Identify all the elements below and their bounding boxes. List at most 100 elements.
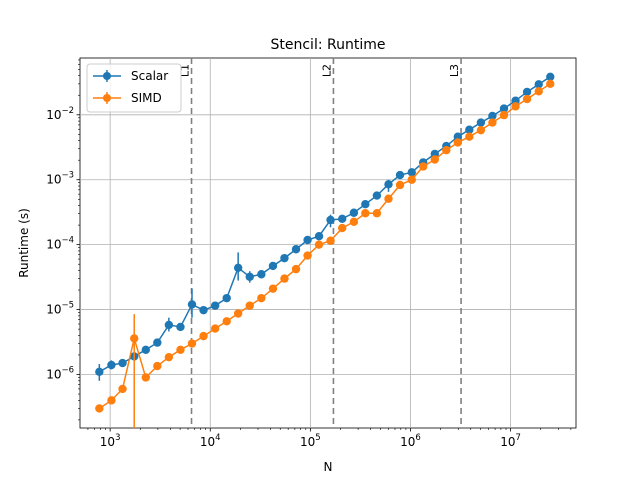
data-point [546,72,555,82]
data-point [130,334,139,343]
data-point [95,404,104,413]
data-point [349,217,359,226]
chart-title: Stencil: Runtime [271,37,386,53]
x-axis-ticks: 103 104 105 106 107 [87,428,572,449]
data-point [187,300,197,309]
data-point [199,331,208,341]
legend: Scalar SIMD [86,63,182,113]
data-point [280,253,289,263]
data-point [465,132,474,141]
y-tick-label: 10−6 [46,366,74,382]
data-point [338,223,347,233]
legend-entry-simd: SIMD [93,91,162,105]
data-point [164,352,174,362]
legend-label-simd: SIMD [131,91,162,105]
data-point [314,231,324,241]
data-point [349,208,359,217]
data-point [499,104,509,113]
data-point [153,361,162,371]
y-tick-label: 10−4 [46,236,74,252]
data-point [465,125,474,134]
data-point [95,367,104,377]
x-tick-label: 105 [300,433,321,449]
legend-entry-scalar: Scalar [93,69,168,83]
data-point [372,191,382,200]
series-scalar [95,72,555,381]
vline-label-l1: L1 [179,64,192,77]
data-point [407,168,416,177]
data-point [453,132,463,141]
data-point [407,175,416,184]
data-point [199,305,208,315]
data-point [268,284,278,293]
series-line [98,83,551,410]
series-line [98,76,551,373]
data-point [291,245,301,254]
x-tick-label: 103 [100,433,121,449]
data-point [164,320,174,330]
x-tick-label: 106 [400,433,421,449]
vline-label-l3: L3 [448,64,461,77]
data-point [546,79,555,89]
y-tick-label: 10−2 [46,106,74,122]
data-point [476,125,486,135]
data-point [326,215,335,225]
data-point [395,170,405,180]
data-point [222,293,231,303]
data-point [257,270,266,279]
data-point [534,87,543,96]
x-tick-label: 104 [200,433,221,449]
data-point [233,309,243,318]
data-point [361,199,370,209]
vline-label-l2: L2 [320,64,333,77]
data-point [395,180,405,190]
plot-area-frame [79,57,577,429]
data-point [291,264,301,274]
data-point [210,301,220,310]
series-layer [95,72,555,428]
data-point [488,111,497,121]
cache-level-lines: L1 L2 L3 [179,58,462,428]
data-point [245,301,254,310]
x-axis-label: N [324,460,333,474]
y-tick-label: 10−5 [46,301,74,317]
y-axis-label: Runtime (s) [17,208,31,278]
data-point [303,235,312,245]
data-point [176,322,185,332]
data-point [118,358,127,368]
data-point [384,180,393,189]
data-point [176,345,185,355]
series-simd [95,79,555,428]
data-point [222,317,231,326]
data-point [118,384,127,394]
x-tick-label: 107 [500,433,521,449]
data-point [430,155,440,164]
data-point [522,94,532,104]
data-point [107,360,116,370]
data-point [210,324,220,333]
data-point [107,396,116,405]
data-point [245,272,254,281]
data-point [187,339,197,348]
data-point [419,162,428,171]
data-point [303,251,312,260]
data-point [384,194,393,203]
data-point [361,209,370,218]
data-point [314,240,324,249]
y-tick-label: 10−3 [46,171,74,187]
data-point [153,338,162,347]
data-point [522,87,532,97]
data-point [499,110,509,120]
legend-label-scalar: Scalar [131,69,168,83]
data-point [338,214,347,224]
data-point [442,146,451,155]
data-point [141,373,150,382]
y-axis-ticks: 10−6 10−5 10−4 10−3 10−2 [46,59,80,421]
data-point [488,118,497,127]
data-point [476,118,486,127]
data-point [511,102,520,111]
data-point [280,274,289,283]
data-point [326,236,335,245]
data-point [233,263,243,273]
